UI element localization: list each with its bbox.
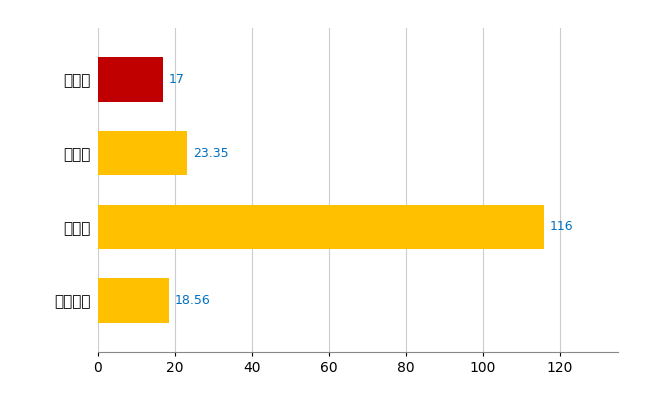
Text: 18.56: 18.56: [175, 294, 211, 307]
Text: 23.35: 23.35: [193, 147, 229, 160]
Bar: [98, 278, 169, 322]
Text: 17: 17: [169, 73, 185, 86]
Bar: [98, 58, 163, 102]
Bar: [98, 131, 187, 175]
Text: 116: 116: [550, 220, 574, 233]
Bar: [98, 205, 544, 249]
